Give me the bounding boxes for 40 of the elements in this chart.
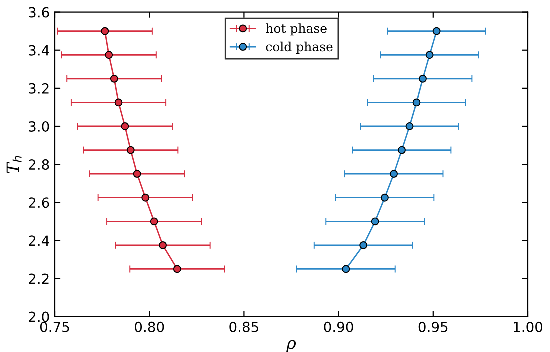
point (150, 218, 158, 226)
point (114, 98, 123, 107)
x-tick-label: 0.75 (40, 322, 70, 332)
legend-label: hot phase (266, 24, 327, 36)
point (412, 98, 421, 107)
point (406, 122, 414, 130)
y-axis-title: T$_{h}$ (6, 156, 22, 174)
point (381, 194, 389, 202)
point (126, 146, 135, 154)
y-tick-label: 2.0 (29, 312, 50, 322)
point (432, 27, 441, 36)
point (101, 27, 110, 36)
x-tick-label: 0.85 (230, 322, 258, 332)
y-tick-label: 2.8 (29, 160, 50, 170)
y-tick-label: 3.2 (29, 83, 49, 94)
point (159, 241, 167, 250)
y-tick-label: 3.6 (29, 7, 50, 18)
point (360, 241, 368, 250)
point (398, 146, 406, 154)
x-tick-label: 0.80 (135, 322, 164, 332)
point (173, 265, 182, 274)
y-tick-label: 2.4 (29, 236, 50, 246)
y-tick-label: 2.6 (29, 198, 50, 208)
point (426, 51, 434, 60)
y-tick-label: 3.4 (29, 45, 50, 56)
point (342, 265, 350, 274)
point (133, 170, 142, 178)
point (390, 170, 398, 178)
point (419, 74, 427, 83)
x-tick-label: 0.90 (324, 322, 354, 332)
y-tick-label: 2.2 (29, 274, 49, 284)
x-tick-label: 0.95 (418, 322, 448, 332)
point (110, 74, 118, 83)
x-tick-label: 1.00 (514, 322, 543, 332)
point (142, 194, 150, 202)
point (121, 122, 130, 130)
point (371, 218, 380, 226)
point (105, 51, 114, 60)
y-tick-label: 3.0 (29, 121, 50, 132)
legend-label: cold phase (266, 42, 333, 54)
